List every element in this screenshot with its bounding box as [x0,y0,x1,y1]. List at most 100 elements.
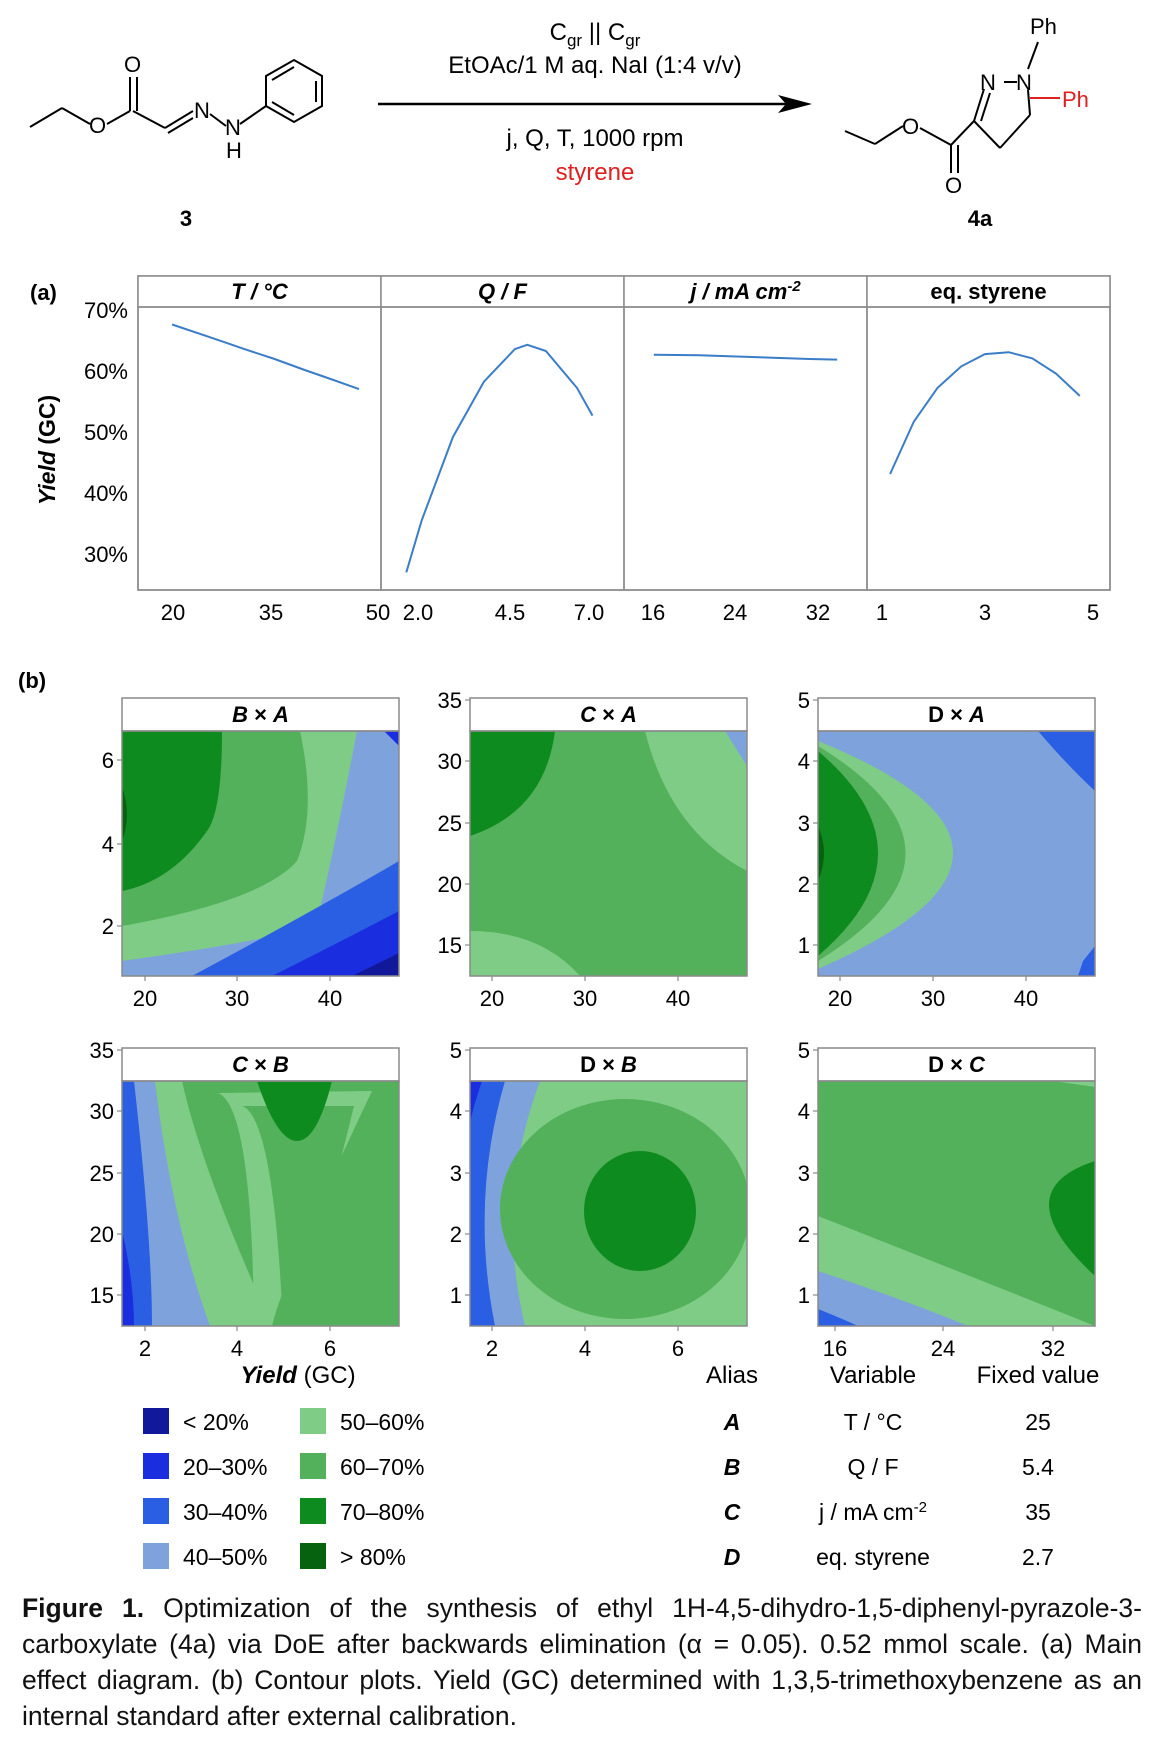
legend-swatch [300,1453,326,1479]
legend-label: < 20% [183,1409,249,1435]
effect-line [653,353,838,361]
table-cell-alias: A [723,1409,741,1435]
contour-plot: C × B 35 30 25 20 15 2 4 6 [90,1038,400,1361]
x-tick-label: 30 [921,986,945,1011]
x-tick-label: 3 [979,600,991,625]
condition-parameters: j, Q, T, 1000 rpm [506,125,684,152]
table-header: Fixed value [977,1362,1100,1389]
x-tick-label: 4 [579,1336,591,1361]
contour-band [1038,731,1095,791]
table-cell-value: 2.7 [1022,1544,1054,1570]
main-effect-facet: eq. styrene 1 3 5 [866,275,1111,625]
contour-band [1078,946,1095,976]
contour-frame [817,730,1096,977]
facet-title: T / °C [231,279,289,304]
table-cell-variable: T / °C [844,1409,903,1435]
x-tick-label: 16 [641,600,665,625]
legend-label: 40–50% [183,1544,267,1570]
contour-plot: B × A 6 4 2 20 30 40 [102,697,400,1011]
x-tick-label: 30 [225,986,249,1011]
table-cell-value: 25 [1025,1409,1051,1435]
contour-band [818,1271,968,1326]
effect-line [889,351,1081,475]
arrow-head-icon [778,95,812,113]
x-tick-label: 40 [318,986,342,1011]
x-tick-label: 6 [324,1336,336,1361]
facet-title: eq. styrene [930,279,1046,304]
y-tick-label: 30% [84,542,128,567]
x-tick-label: 7.0 [574,600,605,625]
contour-band [122,1231,134,1326]
contour-band [645,731,747,871]
contour-band [242,1106,354,1307]
x-tick-label: 20 [133,986,157,1011]
y-tick-label: 35 [90,1038,114,1063]
x-tick-label: 2.0 [403,600,434,625]
figure: O O N N H 3 Cgr || Cgr EtOAc/1 M aq. NaI… [18,14,1111,1570]
contour-frame [469,1080,748,1327]
contour-fill [470,731,747,976]
table-cell-variable: Q / F [847,1454,898,1480]
contour-plot: D × A 5 4 3 2 1 20 30 40 [798,688,1096,1011]
legend-label: 20–30% [183,1454,267,1480]
facet-plot-area [623,306,868,591]
y-tick-label: 3 [798,1161,810,1186]
y-tick-label: 2 [102,914,114,939]
x-tick-label: 32 [1041,1336,1065,1361]
table-cell-value: 5.4 [1022,1454,1054,1480]
y-tick-label: 2 [798,872,810,897]
contour-band [470,731,555,836]
y-tick-label: 40% [84,481,128,506]
contour-band [384,731,399,746]
facet-strip [817,1047,1096,1082]
facet-plot-area [380,306,625,591]
reaction-scheme: O O N N H 3 Cgr || Cgr EtOAc/1 M aq. NaI… [29,14,1089,231]
y-tick-label: 4 [798,1099,810,1124]
contour-frame [121,730,400,977]
main-effect-facet: j / mA cm-2 16 24 32 [623,275,868,625]
x-tick-label: 4 [231,1336,243,1361]
x-tick-label: 1 [876,600,888,625]
y-tick-label: 15 [438,933,462,958]
y-tick-label: 1 [450,1283,462,1308]
x-tick-label: 40 [666,986,690,1011]
facet-title: C × A [580,702,637,727]
legend-swatch [143,1498,169,1524]
panel-a-ylabel: Yield (GC) [34,395,60,505]
x-tick-label: 5 [1087,600,1099,625]
x-tick-label: 4.5 [495,600,526,625]
contour-band [470,931,580,976]
facet-strip [121,1047,400,1082]
y-tick-label: 35 [438,688,462,713]
contour-fill [122,731,399,976]
contour-fill [818,731,1095,976]
y-tick-label: 4 [102,832,114,857]
x-tick-label: 2 [486,1336,498,1361]
y-tick-label: 5 [450,1038,462,1063]
main-effects-panel: (a) Yield (GC) 70% 60% 50% 40% 30% T / °… [30,275,1111,625]
y-tick-label: 1 [798,1283,810,1308]
y-tick-label: 70% [84,298,128,323]
legend-title: Yield (GC) [240,1362,355,1389]
contour-band [725,731,747,766]
legend-label: 60–70% [340,1454,424,1480]
facet-title: D × A [928,702,985,727]
main-effect-facet: Q / F 2.0 4.5 7.0 [380,275,625,625]
contour-band [818,1309,858,1326]
contour-band [352,953,399,976]
contour-band [818,751,878,956]
contour-band [122,731,222,891]
contour-band [122,1081,152,1326]
legend-label: 70–80% [340,1499,424,1525]
caption-text: Optimization of the synthesis of ethyl 1… [22,1593,1142,1731]
legend-label: 30–40% [183,1499,267,1525]
facet-title: B × A [232,702,289,727]
contour-frame [469,730,748,977]
condition-solvent: EtOAc/1 M aq. NaI (1:4 v/v) [448,52,741,79]
y-tick-label: 25 [90,1161,114,1186]
x-tick-label: 6 [672,1336,684,1361]
facet-title: C × B [232,1052,289,1077]
contour-plot: C × A 35 30 25 20 15 20 30 40 [438,688,748,1011]
